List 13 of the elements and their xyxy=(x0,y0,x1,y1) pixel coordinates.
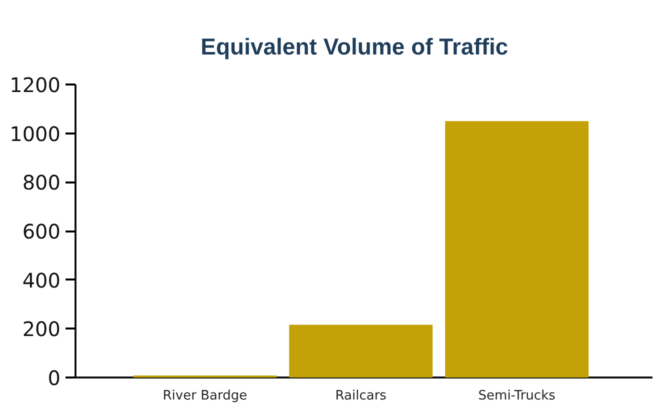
chart-title: Equivalent Volume of Traffic xyxy=(200,34,508,60)
y-tick-label: 800 xyxy=(22,170,61,195)
x-tick-label: Railcars xyxy=(335,388,387,404)
y-tick-label: 400 xyxy=(22,268,61,292)
x-tick-label: River Bardge xyxy=(162,388,248,404)
x-tick-label: Semi-Trucks xyxy=(478,388,556,404)
y-tick-label: 600 xyxy=(22,220,61,244)
bar xyxy=(445,121,589,378)
y-tick-label: 1000 xyxy=(10,122,61,146)
bar xyxy=(289,324,433,378)
y-tick-label: 1200 xyxy=(10,73,61,97)
y-tick-label: 200 xyxy=(22,317,61,342)
y-tick-label: 0 xyxy=(48,366,61,390)
